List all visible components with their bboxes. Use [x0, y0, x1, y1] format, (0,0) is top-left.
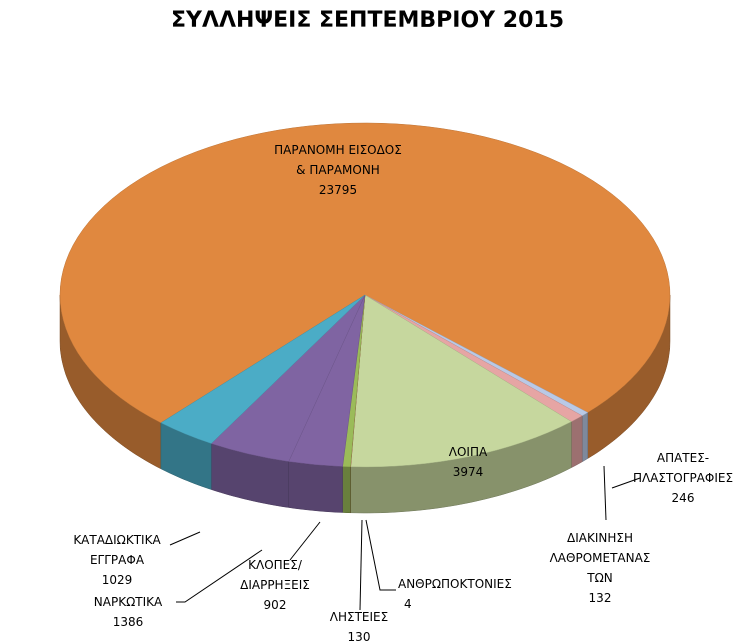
data-label: ΝΑΡΚΩΤΙΚΑ 1386 [78, 592, 178, 632]
value-label: 1386 [112, 615, 144, 629]
category-label: ΛΗΣΤΕΙΕΣ [329, 610, 389, 624]
value-label: 3974 [452, 465, 484, 479]
value-label: 4 [404, 597, 412, 611]
category-label: ΝΑΡΚΩΤΙΚΑ [93, 595, 163, 609]
leader-line [365, 519, 396, 591]
leader-line [603, 465, 607, 521]
leader-line [169, 531, 201, 546]
pie-slice [160, 294, 366, 444]
leader-line [611, 477, 641, 489]
category-label: ΚΛΟΠΕΣ/ ΔΙΑΡΡΗΞΕΙΣ [240, 558, 310, 592]
data-label: ΠΑΡΑΝΟΜΗ ΕΙΣΟΔΟΣ & ΠΑΡΑΜΟΝΗ 23795 [273, 140, 403, 200]
leader-lines [169, 465, 641, 611]
pie-slice-side [288, 461, 343, 513]
value-label: 902 [263, 598, 287, 612]
value-label: 23795 [318, 183, 358, 197]
pie-tops [59, 122, 671, 468]
data-label: ΚΛΟΠΕΣ/ ΔΙΑΡΡΗΞΕΙΣ 902 [222, 555, 328, 615]
pie-slice-side [342, 466, 351, 514]
value-label: 132 [588, 591, 612, 605]
data-label: ΔΙΑΚΙΝΗΣΗ ΛΑΘΡΟΜΕΤΑΝΑΣΤΩΝ 132 [546, 528, 654, 608]
value-label: 246 [671, 491, 695, 505]
category-label: ΑΠΑΤΕΣ-ΠΛΑΣΤΟΓΡΑΦΙΕΣ [632, 451, 734, 485]
value-label: 130 [347, 630, 371, 643]
data-label: ΛΟΙΠΑ 3974 [418, 442, 518, 482]
data-label: ΛΗΣΤΕΙΕΣ 130 [319, 607, 399, 643]
leader-line [289, 521, 321, 561]
category-label: ΚΑΤΑΔΙΩΚΤΙΚΑ ΕΓΓΡΑΦΑ [73, 533, 161, 567]
leader-line [176, 549, 263, 603]
pie-slice-side [571, 415, 583, 469]
category-label: ΔΙΑΚΙΝΗΣΗ ΛΑΘΡΟΜΕΤΑΝΑΣΤΩΝ [549, 531, 651, 585]
category-label: ΛΟΙΠΑ [448, 445, 488, 459]
leader-line [359, 519, 363, 611]
pie-slice [59, 122, 671, 424]
data-label: ΑΠΑΤΕΣ-ΠΛΑΣΤΟΓΡΑΦΙΕΣ 246 [628, 448, 735, 508]
data-label: ΑΝΘΡΩΠΟΚΤΟΝΙΕΣ 4 [398, 574, 538, 614]
value-label: 1029 [101, 573, 133, 587]
category-label: ΠΑΡΑΝΟΜΗ ΕΙΣΟΔΟΣ & ΠΑΡΑΜΟΝΗ [274, 143, 402, 177]
chart-title: ΣΥΛΛΗΨΕΙΣ ΣΕΠΤΕΜΒΡΙΟΥ 2015 [170, 8, 564, 33]
pie-slice [350, 294, 572, 468]
pie-slice-side [581, 412, 588, 463]
data-label: ΚΑΤΑΔΙΩΚΤΙΚΑ ΕΓΓΡΑΦΑ 1029 [56, 530, 178, 590]
category-label: ΑΝΘΡΩΠΟΚΤΟΝΙΕΣ [398, 577, 512, 591]
